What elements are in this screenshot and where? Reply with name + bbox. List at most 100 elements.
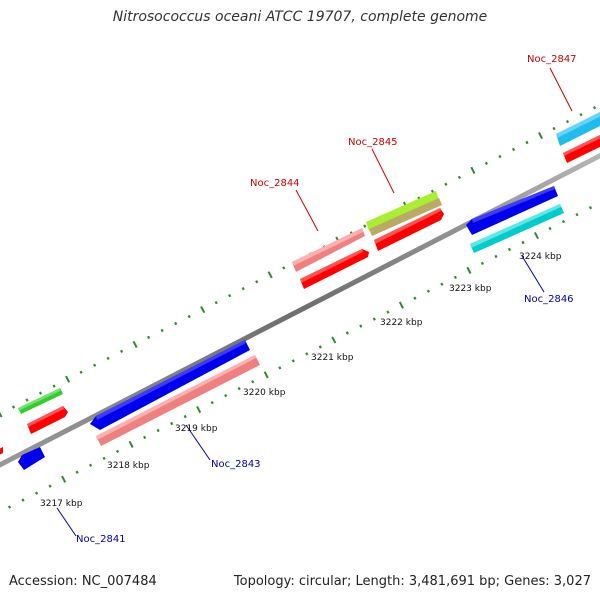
- scale-dot-lower-minor: [548, 226, 552, 231]
- scale-dot-upper-minor: [363, 224, 367, 228]
- scale-dot-lower-minor: [453, 275, 457, 280]
- gene-bar-blue-noc2846: [466, 186, 558, 235]
- scale-dot-lower-minor: [413, 296, 417, 300]
- scale-dot-upper-minor: [160, 328, 164, 333]
- scale-dot-lower-major: [398, 301, 404, 309]
- kbp-label-3217: 3217 kbp: [40, 499, 83, 509]
- gene-bar-red-noc2847: [563, 134, 600, 163]
- kbp-label-3220: 3220 kbp: [243, 388, 286, 398]
- scale-dot-lower-minor: [305, 352, 309, 356]
- scale-dot-lower-minor: [359, 324, 363, 328]
- scale-dot-lower-minor: [521, 240, 525, 245]
- gene-label-noc2845: Noc_2845: [348, 137, 398, 148]
- scale-dot-lower-minor: [156, 428, 160, 433]
- scale-dot-upper-minor: [241, 286, 245, 291]
- scale-dot-upper-minor: [106, 356, 110, 361]
- leader-noc2841: [56, 507, 77, 537]
- scale-dot-upper-major: [267, 271, 273, 279]
- scale-dot-upper-minor: [525, 140, 529, 145]
- scale-dot-upper-major: [200, 306, 206, 314]
- gene-bar-cyan-noc2846: [470, 204, 564, 253]
- scale-dot-upper-minor: [484, 161, 488, 166]
- scale-dot-upper-minor: [52, 384, 56, 388]
- scale-dot-lower-minor: [588, 206, 593, 210]
- scale-dot-upper-major: [65, 375, 71, 383]
- scale-dot-lower-minor: [89, 463, 93, 467]
- scale-dot-upper-minor: [120, 349, 124, 354]
- scale-dot-lower-major: [263, 371, 269, 379]
- scale-dot-upper-minor: [444, 182, 448, 186]
- kbp-label-3219: 3219 kbp: [175, 424, 218, 434]
- scale-dot-upper-major: [470, 166, 476, 174]
- scale-dot-lower-minor: [237, 386, 241, 391]
- gene-bar-red-small: [27, 406, 68, 434]
- scale-dot-upper-minor: [25, 398, 29, 402]
- scale-dot-upper-minor: [187, 314, 191, 319]
- scale-dot-lower-minor: [278, 366, 282, 370]
- scale-dot-lower-minor: [345, 331, 349, 335]
- scale-dot-upper-minor: [79, 370, 83, 374]
- gene-label-noc2844: Noc_2844: [250, 178, 300, 189]
- scale-dot-lower-minor: [224, 393, 228, 398]
- scale-dot-upper-minor: [93, 363, 97, 367]
- footer-topology: Topology: circular; Length: 3,481,691 bp…: [233, 574, 591, 589]
- map-title: Nitrosococcus oceani ATCC 19707, complet…: [112, 9, 488, 25]
- scale-dot-lower-minor: [318, 345, 322, 349]
- gene-bar-pink-noc2844: [292, 228, 365, 272]
- kbp-label-3223: 3223 kbp: [449, 284, 492, 294]
- scale-dot-upper-minor: [565, 119, 570, 124]
- scale-dot-lower-minor: [440, 282, 444, 286]
- scale-dots-lower: [7, 206, 593, 509]
- scale-dot-upper-minor: [38, 391, 43, 395]
- scale-dot-upper-minor: [255, 280, 259, 284]
- gene-label-noc2843: Noc_2843: [211, 459, 261, 470]
- gene-bar-lime-noc2845: [366, 191, 439, 231]
- scale-dot-lower-minor: [21, 498, 25, 502]
- leader-noc2847: [549, 67, 573, 112]
- scale-dot-lower-major: [128, 440, 134, 448]
- scale-dot-lower-major: [331, 336, 337, 344]
- scale-dot-lower-minor: [494, 254, 498, 259]
- gene-bar-blue-small: [18, 447, 45, 470]
- scale-dot-lower-major: [534, 231, 539, 240]
- gene-bar-skyblue-noc2847: [556, 112, 600, 146]
- scale-dot-upper-minor: [457, 175, 461, 180]
- gene-bar-blue-long: [90, 340, 250, 430]
- footer-accession: Accession: NC_007484: [9, 574, 157, 589]
- scale-dot-upper-minor: [498, 154, 502, 159]
- gene-bar-red-left-edge: [0, 447, 3, 455]
- scale-dot-lower-major: [61, 475, 67, 483]
- scale-dot-lower-minor: [170, 421, 174, 426]
- gene-label-noc2847: Noc_2847: [527, 54, 577, 65]
- scale-dot-lower-minor: [291, 359, 295, 363]
- gene-bar-green: [18, 388, 63, 414]
- scale-dot-lower-minor: [116, 449, 120, 454]
- scale-dot-lower-minor: [372, 317, 376, 321]
- gene-bar-tan-noc2845: [369, 198, 442, 236]
- gene-bar-red-noc2844: [300, 249, 369, 289]
- scale-dot-upper-minor: [228, 293, 232, 298]
- scale-dot-upper-minor: [147, 335, 151, 340]
- gene-label-noc2841: Noc_2841: [76, 534, 126, 545]
- scale-dot-lower-minor: [143, 435, 147, 440]
- scale-dot-upper-minor: [430, 189, 434, 193]
- scale-dot-lower-minor: [386, 310, 390, 314]
- scale-dot-lower-major: [466, 266, 472, 274]
- scale-dot-lower-minor: [75, 470, 79, 474]
- leader-noc2846: [521, 255, 545, 293]
- kbp-label-3221: 3221 kbp: [311, 353, 354, 363]
- scale-dot-upper-minor: [174, 321, 178, 326]
- kbp-label-3224: 3224 kbp: [519, 252, 562, 262]
- scale-dot-lower-minor: [561, 219, 566, 224]
- scale-dot-lower-minor: [480, 261, 484, 266]
- scale-dot-lower-minor: [48, 484, 52, 488]
- scale-dot-lower-major: [196, 406, 202, 414]
- scale-dot-lower-minor: [183, 414, 187, 419]
- scale-dot-upper-major: [132, 340, 138, 348]
- leader-noc2844: [295, 189, 319, 232]
- scale-dot-lower-minor: [426, 289, 430, 293]
- genome-backbone: [0, 152, 600, 468]
- scale-dot-upper-minor: [11, 405, 16, 409]
